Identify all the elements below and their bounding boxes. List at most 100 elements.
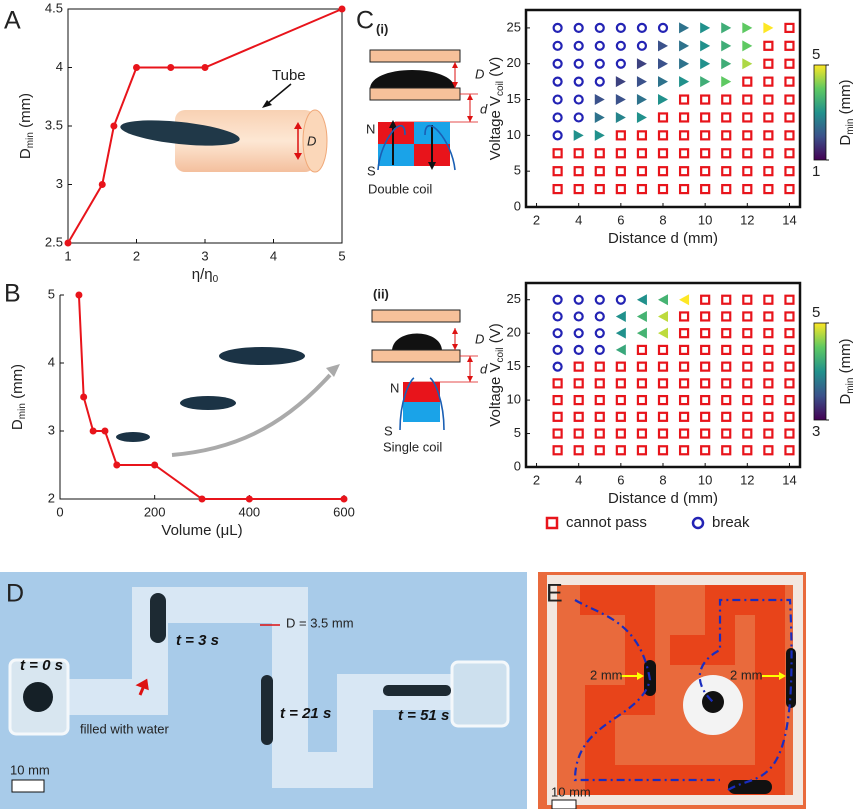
square-marker [638, 430, 646, 438]
square-marker [617, 185, 625, 193]
y-axis-label: Dmin (mm) [9, 364, 28, 430]
square-marker [659, 167, 667, 175]
square-marker [659, 149, 667, 157]
square-marker [785, 363, 793, 371]
square-marker [722, 363, 730, 371]
triangle-marker [616, 112, 626, 123]
legend-label: cannot pass [566, 514, 647, 531]
schematic-caption: Single coil [383, 439, 442, 454]
circle-marker [638, 24, 646, 32]
data-point [246, 496, 253, 503]
square-marker [554, 396, 562, 404]
square-marker [764, 131, 772, 139]
colorbar [814, 323, 826, 420]
square-marker [575, 396, 583, 404]
square-marker [785, 446, 793, 454]
colorbar-tick-label: 5 [812, 304, 820, 321]
square-marker [785, 42, 793, 50]
data-point [80, 394, 87, 401]
y-axis-label-main: Voltage V [487, 362, 504, 426]
y-tick-label: 2.5 [45, 234, 63, 249]
y-axis-label-main: Voltage V [487, 96, 504, 160]
legend-marker [693, 518, 703, 528]
square-marker [575, 363, 583, 371]
y-axis-label-main: D [9, 419, 26, 430]
y-tick-label: 5 [48, 286, 55, 301]
colorbar-label-sub: min [845, 119, 856, 135]
triangle-marker [721, 40, 731, 51]
x-tick-label: 8 [659, 212, 666, 227]
colorbar-tick-label: 1 [812, 163, 820, 180]
circle-marker [596, 42, 604, 50]
y-axis-label-sub: min [25, 132, 36, 148]
colorbar-tick-label: 5 [812, 46, 820, 63]
triangle-marker [658, 94, 668, 105]
square-marker [743, 396, 751, 404]
square-marker [743, 149, 751, 157]
square-marker [764, 346, 772, 354]
circle-marker [554, 296, 562, 304]
square-marker [680, 379, 688, 387]
data-point [133, 64, 140, 71]
triangle-marker [721, 58, 731, 69]
colorbar-label: Dmin (mm) [837, 338, 856, 404]
y-axis-label-sub: coil [495, 347, 506, 362]
square-marker [638, 149, 646, 157]
square-marker [659, 430, 667, 438]
triangle-marker [658, 58, 668, 69]
circle-marker [554, 96, 562, 104]
square-marker [785, 413, 793, 421]
square-marker [701, 346, 709, 354]
square-marker [764, 312, 772, 320]
triangle-marker [616, 344, 626, 355]
circle-marker [554, 24, 562, 32]
circle-marker [575, 113, 583, 121]
triangle-marker [700, 40, 710, 51]
circle-marker [575, 329, 583, 337]
y-axis-label: Dmin (mm) [17, 93, 36, 159]
square-marker [743, 78, 751, 86]
x-tick-label: 400 [238, 504, 260, 519]
square-marker [722, 131, 730, 139]
square-marker [617, 413, 625, 421]
square-marker [575, 446, 583, 454]
triangle-marker [721, 22, 731, 33]
x-tick-label: 8 [659, 472, 666, 487]
square-marker [659, 113, 667, 121]
triangle-marker [637, 94, 647, 105]
square-marker [764, 185, 772, 193]
colorbar-label-main: D [837, 135, 854, 146]
triangle-marker [595, 130, 605, 141]
double-coil-schematic [370, 50, 478, 170]
triangle-marker [700, 76, 710, 87]
plot-frame [526, 10, 800, 207]
circle-marker [554, 78, 562, 86]
x-tick-label: 1 [64, 248, 71, 263]
square-marker [743, 379, 751, 387]
square-marker [659, 131, 667, 139]
circle-marker [596, 346, 604, 354]
square-marker [617, 363, 625, 371]
square-marker [638, 131, 646, 139]
square-marker [680, 185, 688, 193]
square-marker [680, 131, 688, 139]
square-marker [701, 430, 709, 438]
square-marker [596, 413, 604, 421]
square-marker [722, 329, 730, 337]
square-marker [638, 413, 646, 421]
y-tick-label: 3 [56, 176, 63, 191]
square-marker [764, 167, 772, 175]
circle-marker [617, 60, 625, 68]
square-marker [554, 446, 562, 454]
square-marker [554, 167, 562, 175]
data-point [113, 462, 120, 469]
square-marker [680, 396, 688, 404]
triangle-marker [700, 58, 710, 69]
square-marker [659, 363, 667, 371]
y-axis-label-unit: (V) [487, 323, 504, 347]
square-marker [764, 42, 772, 50]
y-tick-label: 4.5 [45, 0, 63, 15]
circle-marker [575, 42, 583, 50]
triangle-marker [742, 22, 752, 33]
x-axis-label: Volume (μL) [161, 522, 242, 539]
